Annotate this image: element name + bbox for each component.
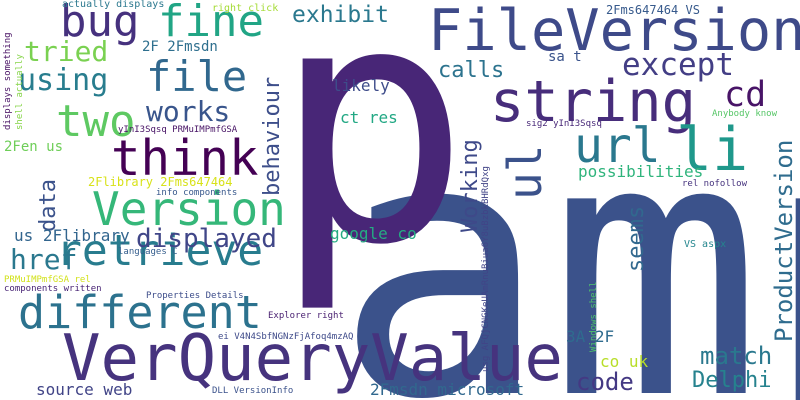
word-us-2flibrary: us 2Flibrary [14, 226, 130, 245]
word-code: code [576, 368, 634, 396]
word-vs-aspx: VS aspx [684, 239, 727, 250]
word-likely: likely [332, 76, 390, 95]
word-working: Working [458, 139, 483, 232]
word-2flibrary-2fms647464: 2Flibrary 2Fms647464 [88, 175, 233, 189]
word-sig2-yini3sqsq: sig2 yInI3Sqsq [526, 119, 602, 129]
word-info-components: info components [156, 188, 238, 198]
word-shell-actually: shell actually [15, 54, 25, 130]
word-cd: cd [724, 75, 767, 115]
word-dll-versioninfo: DLL VersionInfo [212, 386, 294, 396]
word-ul: ul [498, 144, 552, 200]
word-except: except [622, 47, 734, 83]
word-data: data [36, 179, 61, 232]
word-behaviour: behaviour [260, 76, 285, 196]
word-file: file [146, 52, 248, 101]
word-ei-v4n4sbfngnzfjafoq4mzaq: ei V4N4SbfNGNzFjAfoq4mzAQ [218, 332, 354, 342]
word-google-co: google co [330, 224, 417, 243]
word-co-uk: co uk [600, 352, 649, 371]
word-displays-something: displays something [3, 32, 13, 130]
word-amp: amp [334, 63, 800, 400]
word-windows-shell: Windows shell [589, 281, 599, 352]
word-prmuimpmfgsa-rel: PRMuIMPmfGSA rel [4, 275, 91, 285]
word-ct-res: ct res [340, 108, 398, 127]
word-tried: tried [24, 35, 109, 68]
word-li: li [676, 115, 749, 185]
word-languages-c: languages C [118, 247, 178, 257]
word-rel-nofollow: rel nofollow [682, 179, 748, 189]
word-works: works [146, 95, 231, 128]
word-bug: bug [60, 0, 140, 47]
word-productversion: ProductVersion [770, 139, 798, 342]
word-fine: fine [158, 0, 264, 47]
word-string: string [490, 69, 696, 135]
word-seems: seems [624, 205, 649, 272]
word-right-click: right click [212, 3, 279, 14]
word-match: match [700, 342, 773, 370]
word-p: p [272, 0, 471, 317]
word-components-written: components written [4, 284, 102, 294]
word-version: Version [92, 182, 286, 236]
word-fileversion: FileVersion [428, 0, 800, 64]
word-2fms647464-vs: 2Fms647464 VS [606, 3, 700, 17]
word-displayed: displayed [136, 224, 277, 254]
word-anybody-know: Anybody know [712, 109, 778, 119]
word-2fmsdn-microsoft: 2Fmsdn microsoft [370, 380, 525, 399]
word-verqueryvalue: VerQueryValue [62, 322, 563, 396]
word-properties-details: Properties Details [146, 291, 244, 301]
word-2fen-us: 2Fen us [4, 139, 64, 155]
word-yini3sqsq-prmuimpmfgsa: yInI3Sqsq PRMuIMPmfGSA [118, 125, 238, 135]
word-using: using [18, 63, 109, 98]
word-calls: calls [438, 58, 505, 83]
word-sa-t: sa t [548, 49, 582, 65]
word-think: think [111, 130, 259, 187]
word-different: different [18, 286, 262, 339]
word-possibilities: possibilities [578, 162, 704, 181]
word-href: href [10, 243, 78, 276]
word-retrieve: retrieve [56, 226, 264, 276]
word-explorer-right: Explorer right [268, 311, 344, 321]
word-delphi: Delphi [692, 368, 772, 393]
word-usg-afqjcngkeuamrnubiua6y8ubzbkbhrdqxg: usg AFQjCNGKeUAmRnuBiua6Y8uBzbkBHRdQxg [481, 166, 491, 372]
word-source-web: source web [36, 380, 133, 399]
word-url: url [574, 118, 661, 174]
word-two: two [56, 96, 136, 147]
word-exhibit: exhibit [292, 2, 389, 28]
word-actually-displays: actually displays [62, 0, 165, 10]
word-3a-2f: 3A 2F [566, 327, 615, 346]
word-2f-2fmsdn: 2F 2Fmsdn [142, 39, 218, 55]
